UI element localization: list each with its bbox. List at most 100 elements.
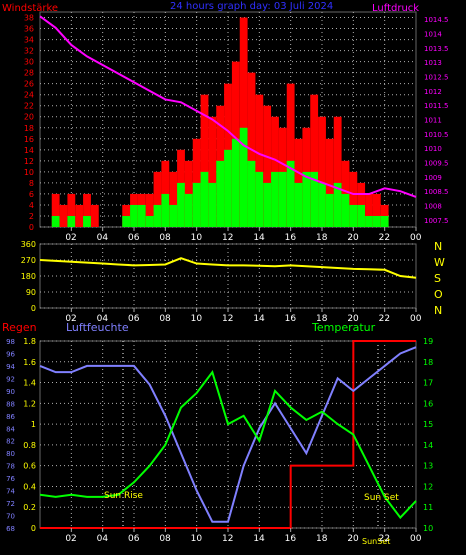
pressure-tick-label: 1011 <box>424 117 442 125</box>
wind-avg-bar <box>325 193 334 227</box>
pressure-axis-ticks: 1007.5 1008 1008.5 1009 1009.5 1010 1010.5 1011… <box>424 16 449 225</box>
compass-letter: W <box>434 256 445 269</box>
pressure-tick-label: 1010.5 <box>424 131 449 139</box>
x-tick-label: 08 <box>159 534 171 544</box>
x-tick-label: 14 <box>253 233 265 243</box>
wind-tick-label: 8 <box>29 179 34 188</box>
humidity-tick-label: 90 <box>6 388 15 396</box>
rain-tick-label: 0.2 <box>23 503 36 512</box>
rain-line <box>40 340 416 529</box>
pressure-tick-label: 1008 <box>424 203 442 211</box>
x-tick-label: 16 <box>285 534 297 544</box>
temperature-tick-label: 15 <box>423 420 433 429</box>
chart-date-title: 24 hours graph day: 03 Juli 2024 <box>170 1 333 12</box>
wind-gust-bar <box>349 171 358 227</box>
compass-letter: N <box>434 304 442 317</box>
rain-tick-label: 1.2 <box>23 399 36 408</box>
humidity-tick-label: 98 <box>6 338 15 346</box>
wind-gust-bar <box>67 193 76 227</box>
wind-avg-bar <box>380 215 389 227</box>
pressure-line <box>39 15 417 198</box>
humidity-tick-label: 96 <box>6 350 15 358</box>
direction-x-ticks: 02 04 06 08 10 12 14 16 18 20 22 00 <box>65 308 422 324</box>
rain-axis-ticks: 0 0.2 0.4 0.6 0.8 1 1.2 1.4 1.6 1.8 <box>23 337 36 533</box>
humidity-tick-label: 70 <box>6 513 15 521</box>
humidity-axis-ticks: 68 70 72 74 76 78 80 82 84 86 88 90 92 94 96 98 <box>6 338 15 533</box>
x-tick-label: 14 <box>253 534 265 544</box>
wind-avg-bar <box>122 215 131 227</box>
humidity-tick-label: 80 <box>6 450 15 458</box>
pressure-tick-label: 1013.5 <box>424 45 449 53</box>
wind-avg-bar <box>231 138 240 227</box>
wind-avg-bar <box>169 204 178 227</box>
wind-gust-bar <box>365 193 373 227</box>
wind-tick-label: 2 <box>29 212 34 221</box>
rain-tick-label: 1 <box>31 420 36 429</box>
wind-gust-bar <box>255 94 264 227</box>
wind-avg-bar <box>67 215 76 227</box>
wind-avg-bar <box>208 182 217 227</box>
x-tick-label: 02 <box>65 233 76 243</box>
humidity-tick-label: 76 <box>6 475 15 483</box>
x-tick-label: 00 <box>410 314 422 324</box>
wind-avg-bar <box>294 182 303 227</box>
humidity-tick-label: 92 <box>6 375 15 383</box>
temperature-tick-label: 18 <box>423 358 433 367</box>
x-tick-label: 12 <box>222 314 233 324</box>
wind-avg-bar <box>255 171 264 227</box>
pressure-tick-label: 1008.5 <box>424 188 449 196</box>
temperature-line <box>39 369 417 520</box>
humidity-line <box>39 346 417 523</box>
wind-tick-label: 24 <box>24 91 34 100</box>
wind-gust-bar <box>51 193 60 227</box>
wind-pressure-panel: Windstärke 24 hours graph day: 03 Juli 2… <box>2 1 449 243</box>
wind-tick-label: 0 <box>29 223 34 232</box>
x-tick-label: 00 <box>410 233 422 243</box>
wind-tick-label: 32 <box>24 47 34 56</box>
wind-tick-label: 38 <box>24 14 34 23</box>
wind-gust-bar <box>169 171 178 227</box>
x-tick-label: 10 <box>191 314 203 324</box>
rain-title: Regen <box>2 321 37 334</box>
rain-tick-label: 1.6 <box>23 358 36 367</box>
x-tick-label: 14 <box>253 314 265 324</box>
wind-tick-label: 34 <box>24 36 34 45</box>
temperature-tick-label: 13 <box>423 462 433 471</box>
rain-tick-label: 1.8 <box>23 337 36 346</box>
wind-tick-label: 30 <box>24 58 34 67</box>
wind-gust-bar <box>83 193 91 227</box>
wind-avg-bar <box>83 215 91 227</box>
wind-gust-bar <box>372 193 381 227</box>
wind-gust-bar <box>75 204 84 227</box>
wind-avg-bar <box>263 182 272 227</box>
wind-gust-bar <box>59 204 68 227</box>
sunrise-label: Sun Rise <box>104 491 143 501</box>
wind-gust-bar <box>239 17 248 228</box>
humidity-tick-label: 82 <box>6 438 15 446</box>
wind-gust-bar <box>310 94 319 227</box>
pressure-tick-label: 1012.5 <box>424 74 449 82</box>
x-tick-label: 18 <box>316 233 328 243</box>
x-tick-label: 20 <box>347 314 359 324</box>
wind-gust-bar <box>145 193 154 227</box>
x-tick-label: 18 <box>316 534 328 544</box>
x-tick-label: 10 <box>191 233 203 243</box>
temperature-tick-label: 17 <box>423 379 433 388</box>
direction-tick-label: 0 <box>31 304 36 313</box>
wind-avg-bar <box>200 171 209 227</box>
wind-tick-label: 20 <box>24 113 34 122</box>
wind-tick-label: 22 <box>24 102 34 111</box>
x-tick-label: 12 <box>222 534 233 544</box>
humidity-tick-label: 88 <box>6 400 15 408</box>
wind-avg-bar <box>357 204 366 227</box>
temperature-tick-label: 16 <box>423 399 433 408</box>
wind-tick-label: 26 <box>24 80 34 89</box>
rain-tick-label: 0.6 <box>23 462 36 471</box>
x-tick-label: 20 <box>347 534 359 544</box>
wind-tick-label: 12 <box>24 157 34 166</box>
wind-gust-bar <box>153 171 162 227</box>
